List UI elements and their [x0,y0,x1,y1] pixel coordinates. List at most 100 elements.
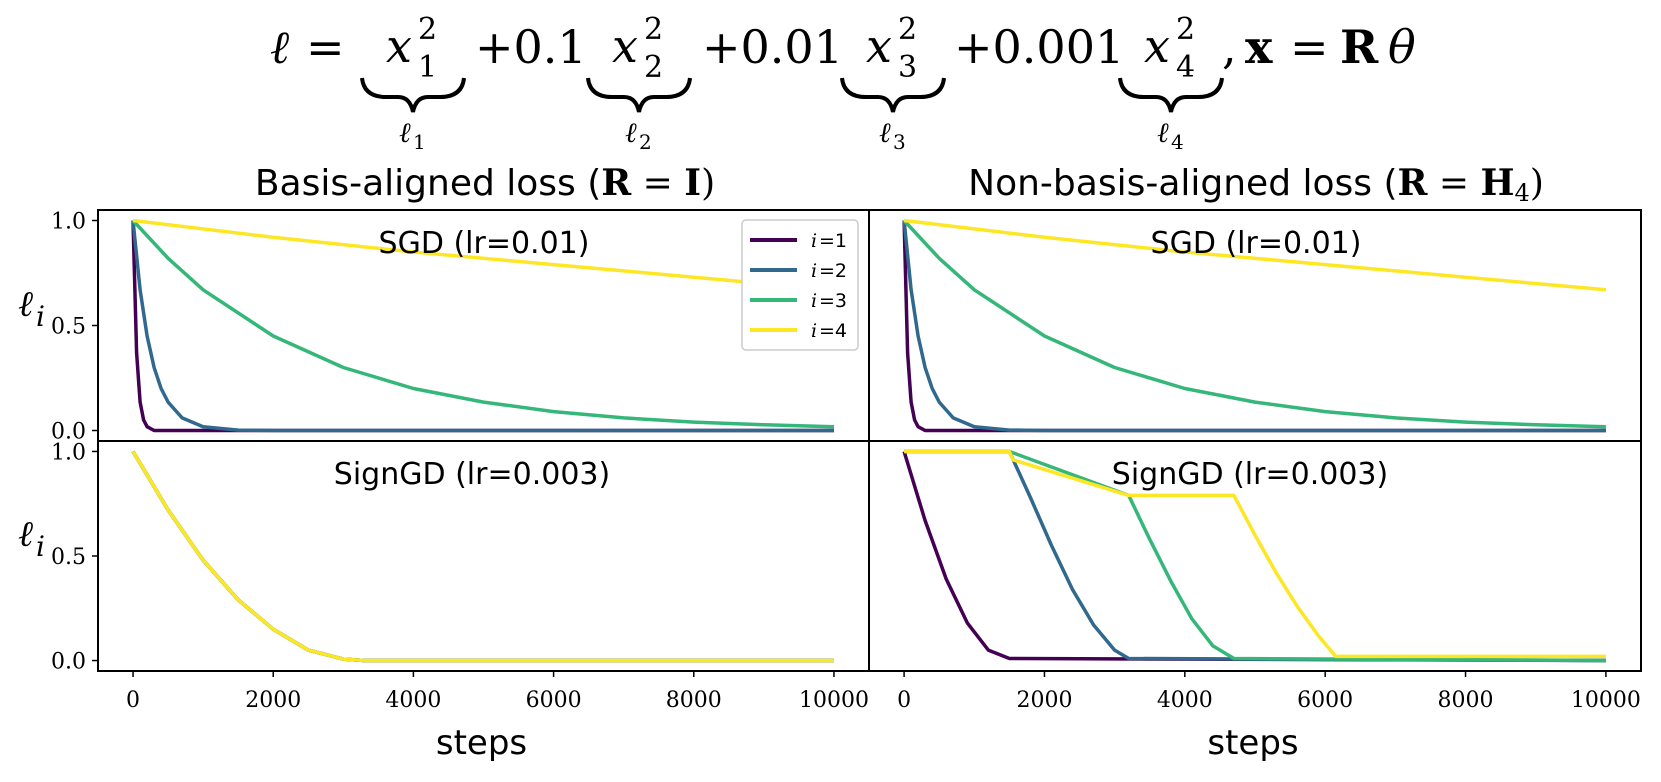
term-2-brace-label: ℓ [625,116,637,149]
x-tick-label: 10000 [1571,688,1641,713]
term-2-coef: +0.1 [475,20,587,74]
term-2-sup: 2 [644,12,663,47]
panel-annotation: SignGD (lr=0.003) [334,457,610,492]
series-line-i-1 [131,220,834,433]
panel-frame [868,440,1642,672]
y-tick-label: 1.0 [51,210,86,235]
series-line-i-2 [904,449,1606,663]
y-tick-label: 0.5 [51,545,86,570]
x-tick-label: 0 [897,688,911,713]
term-4-brace-sub: 4 [1171,130,1184,154]
equation-term-3: +0.01 x 2 3 ℓ 3 [702,12,946,154]
series-line-i-4 [904,449,1606,659]
x-tick-label: 2000 [245,688,301,713]
x-tick-label: 8000 [1438,688,1494,713]
equation-theta: θ [1388,20,1416,74]
term-1-brace-label: ℓ [399,116,411,149]
term-1-brace [360,77,466,113]
svg-text:i: i [811,230,817,252]
ylabel-bottom: ℓ i [18,514,45,563]
term-2-brace-sub: 2 [639,130,652,154]
panel-bottom-left: SignGD (lr=0.003) 0.0 0.5 1.0 0 2000 4000 6000 8… [51,440,870,763]
term-4-brace-label: ℓ [1157,116,1169,149]
term-3-brace [840,77,946,113]
svg-text:ℓ: ℓ [18,514,33,555]
panel-annotation: SGD (lr=0.01) [379,226,590,261]
ylabel-top: ℓ i [18,284,45,333]
term-2-var: x [612,19,638,73]
equation-bold-R: R [1340,20,1379,74]
column-title-right: Non-basis-aligned loss (R = H4) [968,162,1544,207]
term-3-brace-sub: 3 [893,130,906,154]
x-tick-label: 4000 [1157,688,1213,713]
equation-tail-equals: = [1290,20,1329,74]
panel-top-right: SGD (lr=0.01) [868,209,1642,442]
x-tick-label: 6000 [526,688,582,713]
series-line-i-4 [903,218,1607,292]
column-title-left: Basis-aligned loss (R = I) [255,162,715,204]
legend-entry-1: i =1 [750,230,847,252]
series-line-i-2 [902,220,1606,433]
legend: i =1 i =2 i =3 i =4 [741,219,859,351]
y-tick-label: 0.5 [51,315,86,340]
term-4-var: x [1144,19,1170,73]
svg-text:i: i [811,320,817,342]
equation-ell: ℓ [270,20,290,74]
legend-entry-2: i =2 [750,260,847,282]
svg-text:ℓ: ℓ [18,284,33,325]
x-tick-label: 8000 [666,688,722,713]
term-1-brace-sub: 1 [413,130,426,154]
series-line-i-4 [131,450,834,663]
x-tick-label: 10000 [799,688,869,713]
legend-entry-3: i =3 [750,290,847,312]
panel-bottom-right: SignGD (lr=0.003) 0 2000 4000 6000 8000 10000 s… [868,440,1642,763]
series-line-i-1 [902,220,1606,433]
series-line-i-2 [131,220,834,433]
term-1-sup: 2 [418,12,437,47]
term-3-brace-label: ℓ [879,116,891,149]
x-tick-label: 0 [126,688,140,713]
series-line-i-3 [902,219,1606,429]
equation-equals: = [306,20,345,74]
equation-term-1: x 2 1 ℓ 1 [360,12,466,154]
legend-label-2: =2 [819,260,847,282]
term-4-brace [1118,77,1224,113]
y-tick-label: 1.0 [51,440,86,465]
term-3-var: x [866,19,892,73]
svg-text:i: i [36,300,45,333]
series-line-i-4 [132,218,835,292]
legend-label-4: =4 [819,320,847,342]
panel-annotation: SignGD (lr=0.003) [1112,457,1388,492]
legend-label-3: =3 [819,290,847,312]
x-axis-label: steps [436,723,527,763]
series-line-i-3 [131,219,835,429]
legend-label-1: =1 [819,230,847,252]
legend-entry-4: i =4 [750,320,847,342]
series-line-i-1 [902,450,1606,663]
equation-term-2: +0.1 x 2 2 ℓ 2 [475,12,692,154]
x-tick-label: 4000 [385,688,441,713]
svg-text:i: i [36,530,45,563]
equation-comma: , [1222,20,1237,74]
term-1-sub: 1 [418,50,437,85]
x-tick-label: 6000 [1297,688,1353,713]
x-axis-label: steps [1207,723,1298,763]
equation: ℓ = x 2 1 ℓ 1 +0.1 x 2 2 ℓ 2 +0.01 x 2 3 [270,12,1416,154]
term-4-sup: 2 [1176,12,1195,47]
term-1-var: x [386,19,412,73]
equation-bold-x: x [1245,20,1273,74]
term-4-coef: +0.001 [954,20,1124,74]
y-tick-label: 0.0 [51,650,86,675]
term-2-sub: 2 [644,50,663,85]
equation-term-4: +0.001 x 2 4 ℓ 4 [954,12,1224,154]
term-3-sup: 2 [898,12,917,47]
panel-annotation: SGD (lr=0.01) [1151,226,1362,261]
term-4-sub: 4 [1176,50,1195,85]
term-2-brace [586,77,692,113]
series-line-i-3 [904,449,1606,663]
svg-text:i: i [811,290,817,312]
legend-frame [741,219,859,351]
y-tick-label: 0.0 [51,420,86,445]
term-3-coef: +0.01 [702,20,843,74]
